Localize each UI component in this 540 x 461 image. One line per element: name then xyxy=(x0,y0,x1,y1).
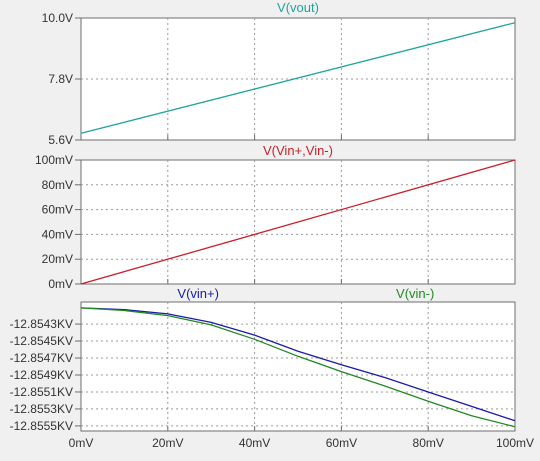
y-tick-label: -12.8555KV xyxy=(10,419,73,433)
y-tick-label: -12.8543KV xyxy=(10,317,73,331)
pane-vout: 10.0V 7.8V 5.6V V(vout) xyxy=(42,0,516,147)
x-tick-label: 80mV xyxy=(413,436,444,450)
series-line xyxy=(80,307,516,428)
series-label: V(vin+) xyxy=(177,286,219,301)
series-line xyxy=(80,159,516,285)
series-label: V(vout) xyxy=(277,0,319,15)
pane-vin-inputs: -12.8543KV -12.8545KV -12.8547KV -12.8549KV… xyxy=(10,286,534,450)
y-tick-label: 40mV xyxy=(42,227,73,241)
y-tick-label: 100mV xyxy=(35,153,73,167)
pane-vin-diff: 100mV 80mV 60mV 40mV 20mV 0mV V(Vin+,Vin-) xyxy=(35,143,516,291)
x-tick-label: 60mV xyxy=(326,436,357,450)
y-tick-label: 80mV xyxy=(42,178,73,192)
y-tick-label: -12.8549KV xyxy=(10,368,73,382)
series-label: V(Vin+,Vin-) xyxy=(263,143,333,158)
y-tick-label: 7.8V xyxy=(48,72,73,86)
y-tick-label: -12.8547KV xyxy=(10,351,73,365)
plot-area xyxy=(80,301,516,432)
y-tick-label: 60mV xyxy=(42,203,73,217)
y-tick-label: 10.0V xyxy=(42,11,73,25)
y-tick-label: 0mV xyxy=(48,277,73,291)
series-line xyxy=(80,22,516,134)
y-tick-label: 20mV xyxy=(42,252,73,266)
y-tick-label: -12.8553KV xyxy=(10,402,73,416)
series-line xyxy=(80,307,516,422)
x-tick-label: 0mV xyxy=(69,436,94,450)
x-tick-label: 100mV xyxy=(496,436,534,450)
x-tick-label: 40mV xyxy=(239,436,270,450)
x-tick-label: 20mV xyxy=(152,436,183,450)
y-tick-label: 5.6V xyxy=(48,133,73,147)
y-tick-label: -12.8545KV xyxy=(10,334,73,348)
series-label: V(vin-) xyxy=(396,286,434,301)
y-tick-label: -12.8551KV xyxy=(10,385,73,399)
